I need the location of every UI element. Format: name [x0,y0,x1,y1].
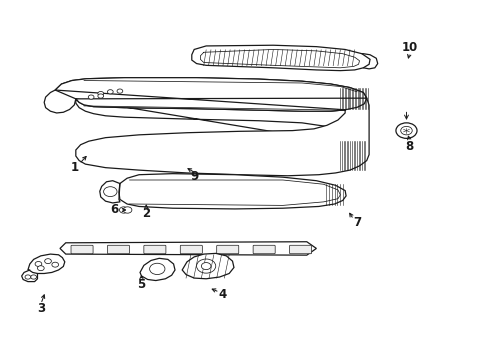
FancyBboxPatch shape [107,245,129,254]
Circle shape [52,262,59,267]
FancyBboxPatch shape [180,245,202,254]
Circle shape [98,94,103,98]
Circle shape [107,90,113,94]
Circle shape [123,207,132,213]
Circle shape [201,262,210,270]
Circle shape [25,275,31,279]
Polygon shape [140,258,175,280]
Polygon shape [55,78,367,148]
FancyBboxPatch shape [143,245,165,254]
Circle shape [103,187,117,197]
FancyBboxPatch shape [71,245,93,254]
Polygon shape [119,174,346,209]
Polygon shape [191,45,369,71]
Text: 3: 3 [37,302,45,315]
Polygon shape [182,253,233,279]
Circle shape [400,126,411,135]
Text: 7: 7 [352,216,361,229]
Circle shape [149,263,164,275]
Circle shape [44,259,51,264]
Polygon shape [28,254,64,274]
Circle shape [38,266,44,271]
Polygon shape [55,78,368,176]
Circle shape [395,123,416,138]
Circle shape [119,207,128,213]
Text: 8: 8 [405,140,413,153]
Circle shape [117,89,122,93]
Circle shape [31,275,37,279]
Text: 9: 9 [190,170,198,183]
Text: 10: 10 [401,41,417,54]
Text: 6: 6 [110,203,118,216]
FancyBboxPatch shape [289,245,311,254]
Text: 5: 5 [137,278,145,291]
Circle shape [196,259,215,273]
FancyBboxPatch shape [216,245,238,254]
Text: 1: 1 [70,161,78,174]
FancyBboxPatch shape [253,245,275,254]
Circle shape [88,95,94,99]
Circle shape [35,261,41,266]
Polygon shape [60,242,316,255]
Circle shape [98,91,103,96]
Text: 2: 2 [142,207,150,220]
Text: 4: 4 [218,288,226,301]
